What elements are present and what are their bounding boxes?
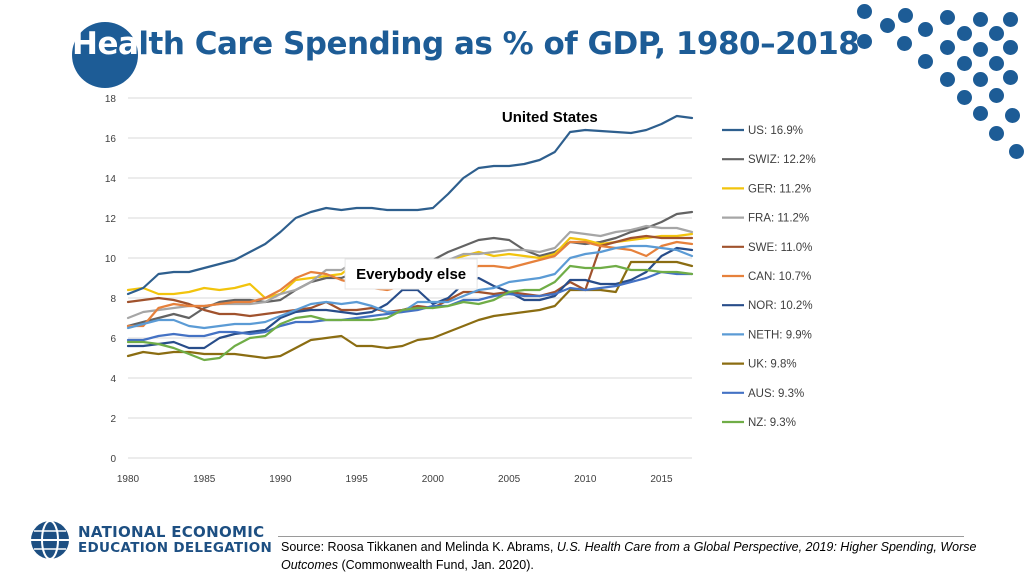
legend-label: US: 16.9%: [748, 125, 803, 137]
decor-dot: [857, 4, 872, 19]
x-tick-label: 2015: [650, 474, 673, 485]
series-line-aus: [126, 270, 694, 342]
legend-label: NETH: 9.9%: [748, 329, 812, 341]
decor-dot: [1003, 12, 1018, 27]
decor-dot: [973, 42, 988, 57]
annotation-label: United States: [502, 109, 598, 126]
decor-dot: [918, 22, 933, 37]
decor-dot: [989, 26, 1004, 41]
decor-dot: [973, 12, 988, 27]
y-tick-label: 10: [105, 254, 117, 265]
annotation-label: Everybody else: [356, 266, 466, 283]
decor-dot: [1005, 108, 1020, 123]
title-rest: lth Care Spending as % of GDP, 1980–2018: [138, 26, 860, 62]
legend-label: SWIZ: 12.2%: [748, 154, 816, 166]
org-name-line2: EDUCATION DELEGATION: [78, 540, 273, 556]
series-line-nz: [126, 264, 694, 362]
decor-dot: [880, 18, 895, 33]
title-accent-circle: [72, 22, 138, 88]
legend-label: UK: 9.8%: [748, 359, 797, 371]
annotation-box: [344, 258, 478, 290]
series-line-us: [126, 114, 694, 296]
org-name-line1: NATIONAL ECONOMIC: [78, 523, 265, 541]
x-tick-label: 2010: [574, 474, 597, 485]
y-tick-label: 12: [105, 214, 117, 225]
series-line-nor: [126, 246, 694, 350]
footer-divider: [278, 536, 964, 537]
org-logo: NATIONAL ECONOMIC EDUCATION DELEGATION: [30, 520, 273, 564]
source-title: U.S. Health Care from a Global Perspecti…: [281, 540, 977, 572]
y-tick-label: 16: [105, 134, 117, 145]
x-tick-label: 1995: [346, 474, 369, 485]
source-prefix: Source: Roosa Tikkanen and Melinda K. Ab…: [281, 540, 557, 554]
decor-dot: [918, 54, 933, 69]
decor-dot: [989, 126, 1004, 141]
x-tick-label: 2000: [422, 474, 445, 485]
decor-dot: [957, 26, 972, 41]
y-tick-label: 4: [110, 374, 116, 385]
decor-dot: [973, 72, 988, 87]
legend-label: CAN: 10.7%: [748, 271, 811, 283]
x-tick-label: 1990: [269, 474, 292, 485]
decor-dot: [1009, 144, 1024, 159]
decor-dot: [1003, 40, 1018, 55]
legend-label: GER: 11.2%: [748, 183, 811, 195]
decor-dot: [897, 36, 912, 51]
decor-dot: [989, 88, 1004, 103]
decor-dot: [940, 10, 955, 25]
legend-label: NOR: 10.2%: [748, 300, 813, 312]
x-tick-label: 1985: [193, 474, 216, 485]
legend-label: SWE: 11.0%: [748, 242, 812, 254]
decor-dot: [940, 72, 955, 87]
y-tick-label: 8: [110, 294, 116, 305]
slide-title: Health Care Spending as % of GDP, 1980–2…: [72, 26, 860, 62]
source-suffix: (Commonwealth Fund, Jan. 2020).: [337, 558, 534, 572]
decor-dot: [898, 8, 913, 23]
decor-dot: [957, 90, 972, 105]
decor-dot: [957, 56, 972, 71]
series-line-neth: [126, 244, 694, 330]
decor-dot: [989, 56, 1004, 71]
series-line-uk: [126, 260, 694, 360]
globe-icon: [31, 520, 69, 560]
y-tick-label: 6: [110, 334, 116, 345]
decor-dot: [973, 106, 988, 121]
title-highlight: Hea: [72, 26, 139, 62]
y-tick-label: 18: [105, 94, 117, 105]
legend-label: AUS: 9.3%: [748, 388, 804, 400]
decor-dot: [940, 40, 955, 55]
decor-dot: [857, 34, 872, 49]
source-citation: Source: Roosa Tikkanen and Melinda K. Ab…: [281, 538, 1001, 574]
legend-label: NZ: 9.3%: [748, 417, 796, 429]
x-tick-label: 2005: [498, 474, 521, 485]
y-tick-label: 14: [105, 174, 117, 185]
line-chart: 0 2 4 6 8 10 12 14 16 18 1980 1985 1990 1995 2000 2005 2…: [105, 94, 816, 485]
decor-dot: [1003, 70, 1018, 85]
x-tick-label: 1980: [117, 474, 140, 485]
y-tick-label: 2: [110, 414, 116, 425]
y-tick-label: 0: [110, 454, 116, 465]
legend-label: FRA: 11.2%: [748, 213, 809, 225]
